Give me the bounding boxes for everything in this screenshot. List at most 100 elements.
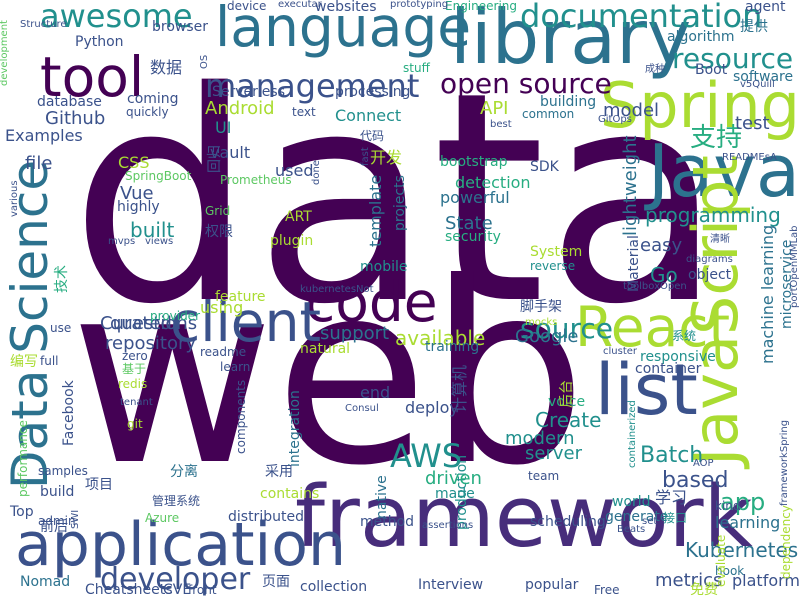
word-cloud-word: Serverless (212, 84, 286, 100)
word-cloud-word: collection (300, 579, 368, 595)
word-cloud-word: open source (440, 67, 612, 100)
word-cloud-word: building (540, 94, 597, 110)
word-cloud-word: repository (105, 333, 197, 354)
word-cloud-word: management (205, 67, 420, 105)
word-cloud-word: end (360, 383, 391, 402)
word-cloud-word: 分离 (170, 464, 198, 480)
word-cloud-word: test (735, 113, 770, 134)
word-cloud-word: built (130, 218, 175, 242)
word-cloud-word: contains (260, 486, 320, 502)
word-cloud-word: list (595, 349, 698, 431)
word-cloud-word: UI (215, 118, 232, 137)
word-cloud-word: coming (127, 91, 179, 107)
word-cloud-word: client (170, 290, 322, 354)
word-cloud-word: documentation (520, 0, 763, 35)
word-cloud-word: Beats (617, 524, 646, 535)
word-cloud-word: Go (650, 263, 678, 287)
word-cloud-word: samples (38, 464, 88, 478)
word-cloud-word: API (480, 98, 509, 119)
word-cloud-word: team (528, 469, 560, 483)
word-cloud-word: development (0, 20, 10, 86)
word-cloud-word: AWS (390, 437, 463, 475)
word-cloud-word: State (445, 213, 493, 234)
word-cloud-word: data (70, 31, 724, 368)
word-cloud-word: modern (505, 428, 575, 449)
word-cloud-word: git (127, 417, 143, 431)
word-cloud-word: available (395, 326, 486, 350)
word-cloud-word: highly (117, 199, 160, 215)
word-cloud-word: Top (10, 504, 34, 520)
word-cloud-word: questions (110, 313, 198, 334)
word-cloud-word: 技术 (54, 265, 70, 293)
word-cloud-word: bootstrap (440, 154, 508, 170)
word-cloud-word: full (40, 354, 59, 368)
word-cloud-word: detection (455, 173, 531, 192)
word-cloud-word: hook (715, 564, 745, 578)
word-cloud-word: programming (645, 203, 781, 227)
word-cloud-word: websites (315, 0, 377, 15)
word-cloud-word: use (50, 321, 72, 335)
word-cloud-word: 权限 (205, 224, 233, 240)
word-cloud-word: GitOps (598, 114, 632, 125)
word-cloud-word: Python (75, 34, 124, 50)
word-cloud-word: browser (152, 19, 209, 35)
word-cloud-word: learning (715, 513, 781, 532)
word-cloud-word: executar (278, 0, 322, 10)
word-cloud-word: software (733, 69, 794, 85)
word-cloud-word: common (522, 107, 575, 121)
word-cloud-word: kind (715, 499, 741, 513)
word-cloud-word: database (37, 94, 102, 110)
word-cloud-word: admin (38, 514, 76, 528)
word-cloud-word: fast (360, 147, 371, 166)
word-cloud-word: 提供 (740, 19, 768, 35)
word-cloud-word: redis (118, 377, 148, 391)
word-cloud-word: done (311, 160, 322, 185)
word-cloud-word: System (530, 244, 583, 260)
word-cloud-word: 基于 (122, 362, 147, 376)
word-cloud-word: awesome (40, 0, 193, 35)
word-cloud-word: responsive (640, 349, 716, 365)
word-cloud-word: Github (45, 108, 106, 129)
word-cloud-word: mvps (108, 236, 136, 247)
word-cloud-word: support (320, 323, 390, 344)
word-cloud-word: developer (100, 562, 251, 597)
word-cloud-word: quickly (126, 105, 169, 119)
word-cloud-word: containerized (627, 400, 638, 468)
word-cloud-word: Spring (599, 69, 800, 142)
word-cloud-word: build (40, 484, 75, 500)
word-cloud-word: popular (525, 577, 579, 593)
word-cloud-word: voice (548, 394, 586, 410)
word-cloud-word: text (292, 105, 316, 119)
word-cloud-word: tool (40, 45, 145, 109)
word-cloud-word: resource (672, 42, 794, 75)
word-cloud-word: Engineering (445, 0, 517, 13)
word-cloud-word: made (435, 486, 475, 502)
word-cloud-word: 回归 (207, 145, 223, 173)
word-cloud-word: native (374, 475, 390, 519)
word-cloud-word: 计算机 (450, 364, 469, 413)
word-cloud-word: READMEsA (722, 152, 777, 163)
word-cloud-word: various (9, 180, 20, 217)
word-cloud-word: mobile (360, 259, 408, 275)
word-cloud-word: Boot (695, 62, 728, 78)
word-cloud-word: library (450, 0, 692, 81)
word-cloud-word: stuff (403, 61, 430, 75)
word-cloud-word: training (425, 339, 480, 355)
word-cloud-word: readme (200, 345, 247, 359)
word-cloud-word: diagrams (686, 254, 733, 265)
word-cloud-word: frameworkSpring (779, 419, 790, 506)
word-cloud-word: AOP (693, 458, 714, 469)
word-cloud-word: 编写 (10, 354, 38, 370)
word-cloud-word: 项目 (85, 477, 113, 493)
word-cloud-word: 支持 (690, 123, 743, 153)
word-cloud-word: Cheatsheets (85, 582, 173, 598)
word-cloud-word: container (635, 361, 702, 377)
word-cloud-word: best (490, 119, 512, 130)
word-cloud-word: framework (295, 468, 753, 567)
word-cloud-word: reverse (530, 259, 576, 273)
word-cloud-word: Interview (418, 577, 484, 593)
word-cloud-word: v5Quill (740, 79, 775, 90)
word-cloud-word: 前后 (40, 519, 68, 535)
word-cloud-word: generate (605, 509, 669, 525)
